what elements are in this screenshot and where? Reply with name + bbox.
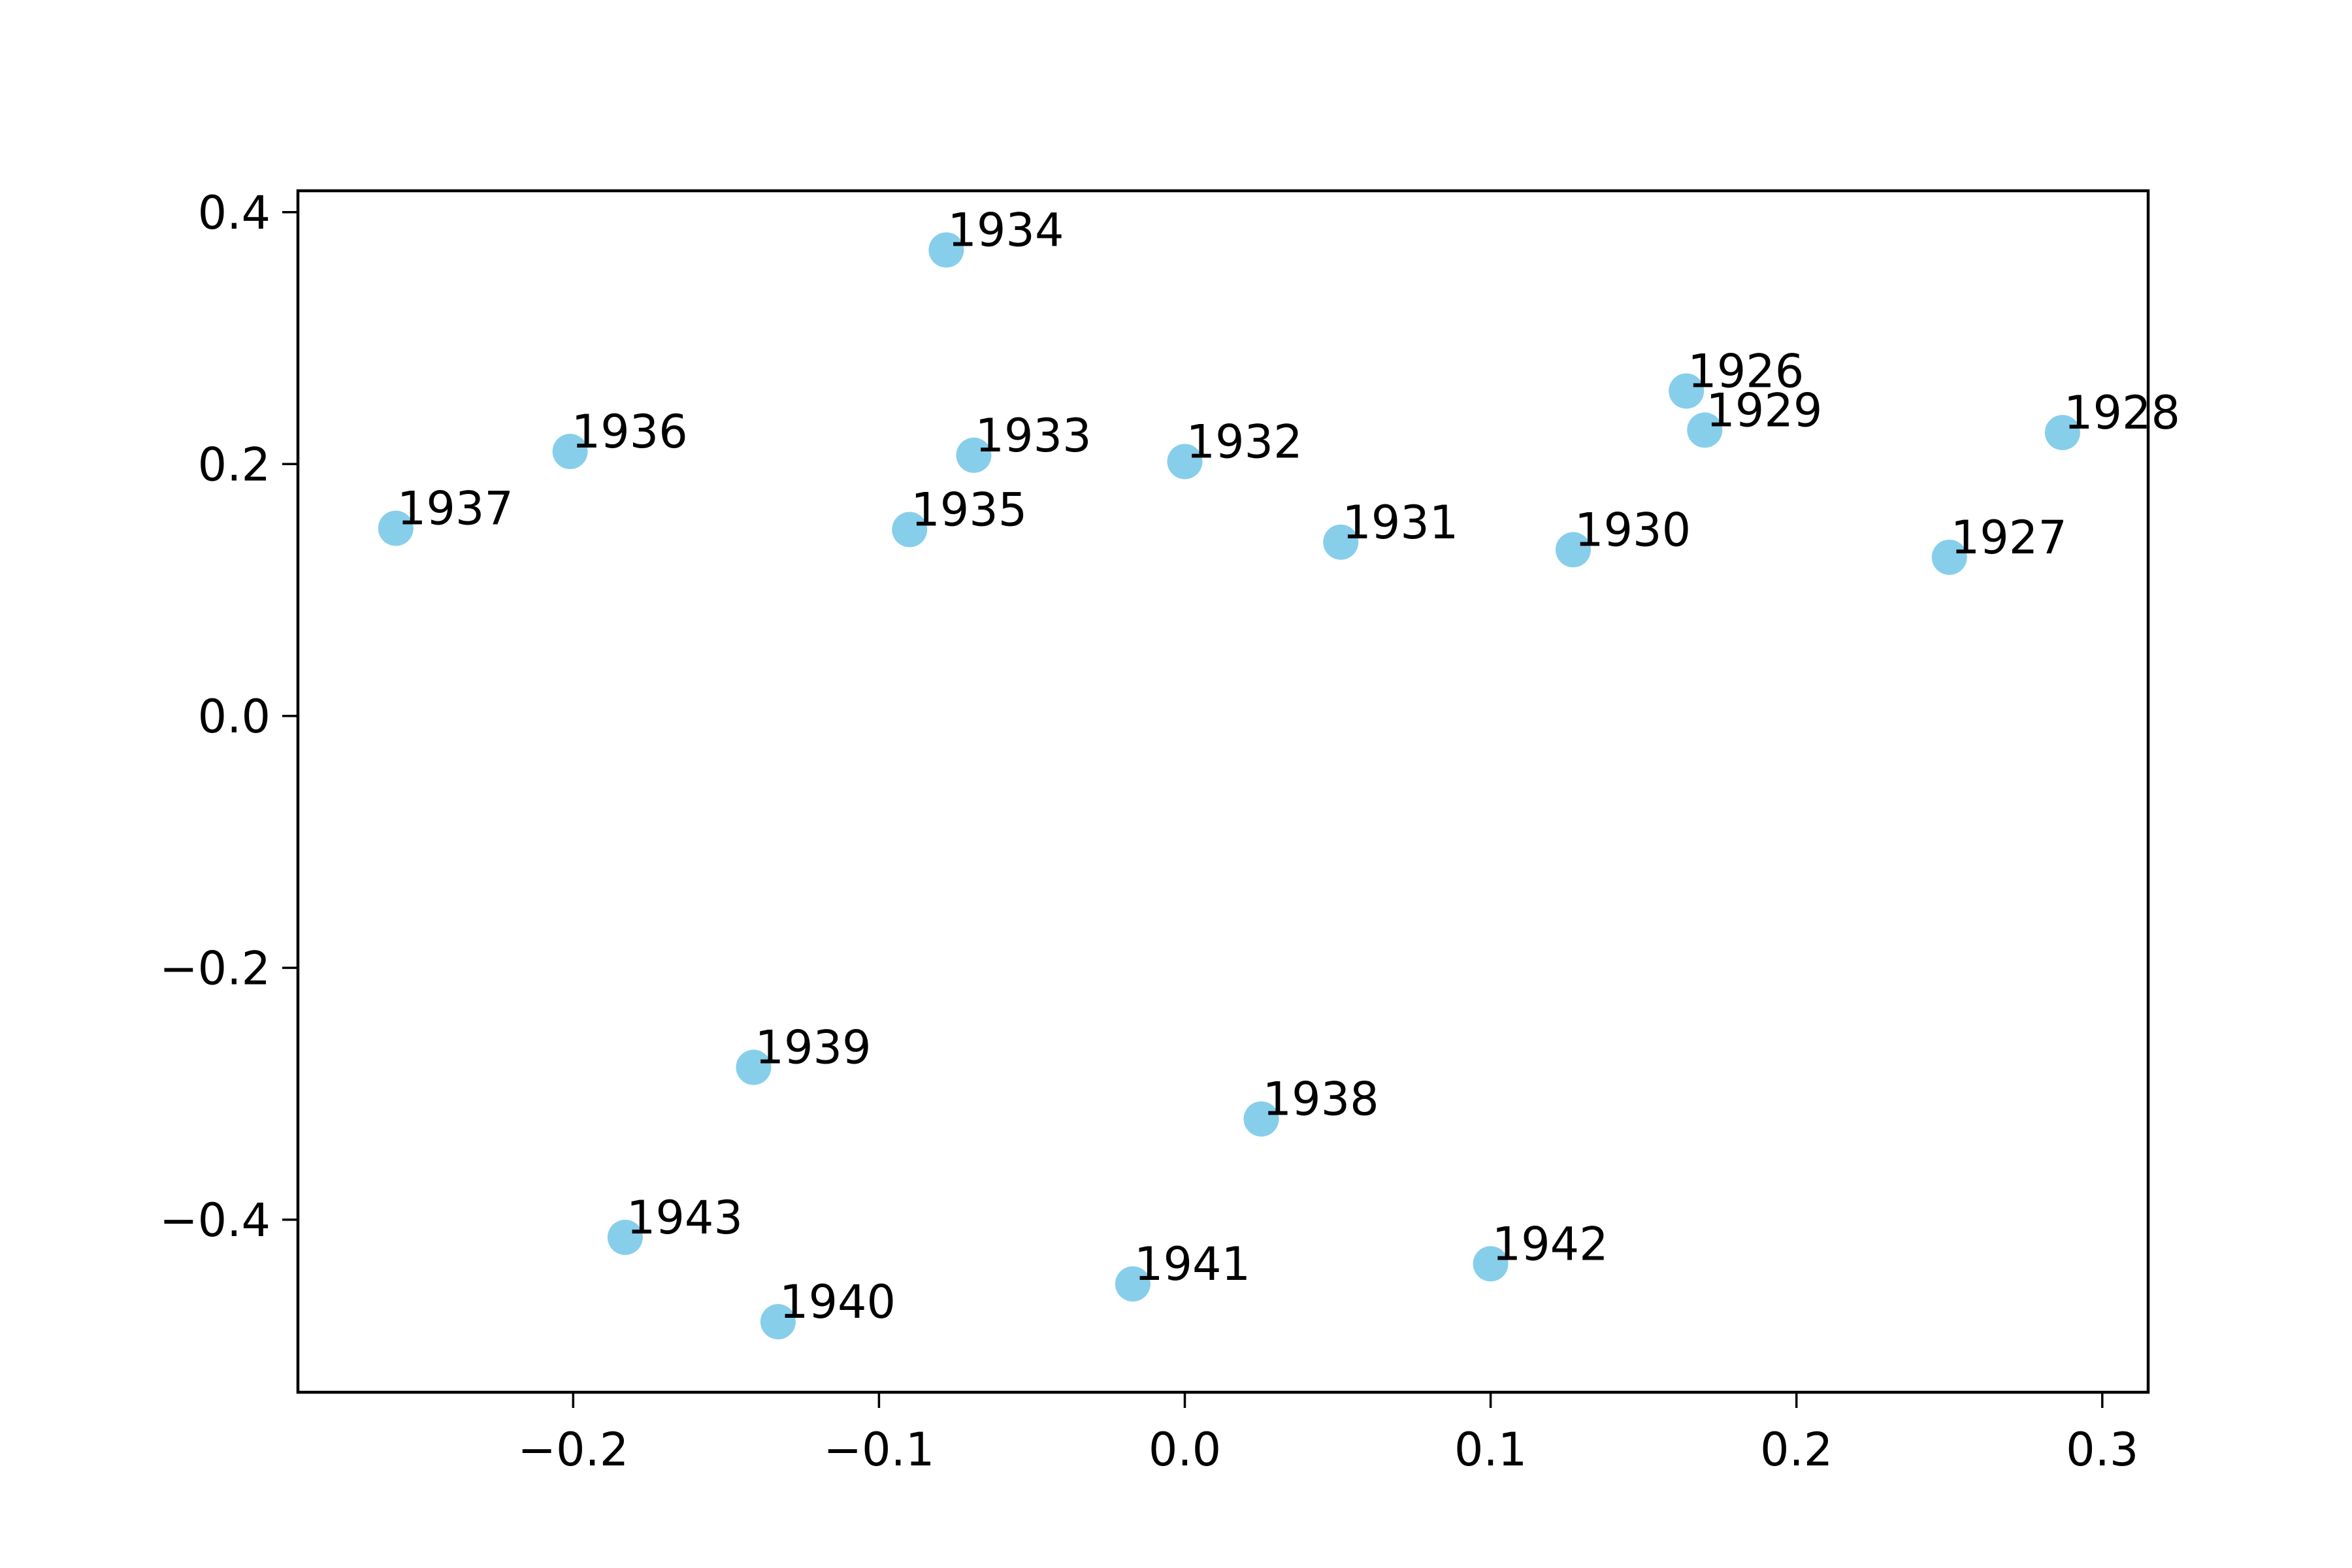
x-tick-label: 0.3 xyxy=(2066,1423,2138,1477)
data-point-1936 xyxy=(552,434,588,470)
point-label-1938: 1938 xyxy=(1263,1073,1379,1126)
y-tick-label: 0.4 xyxy=(198,186,270,240)
point-label-1932: 1932 xyxy=(1186,415,1302,468)
point-label-1933: 1933 xyxy=(975,409,1091,463)
data-point-1935 xyxy=(892,512,928,547)
x-axis: −0.2 −0.1 0.0 0.1 0.2 0.3 xyxy=(517,1392,2138,1477)
data-point-1941 xyxy=(1115,1266,1151,1302)
data-point-1943 xyxy=(607,1219,643,1255)
point-label-1935: 1935 xyxy=(911,483,1027,537)
point-label-1928: 1928 xyxy=(2064,386,2180,440)
data-point-1937 xyxy=(378,510,414,546)
point-label-1926: 1926 xyxy=(1688,345,1804,399)
data-point-1942 xyxy=(1473,1246,1509,1282)
point-label-1943: 1943 xyxy=(627,1191,743,1245)
data-point-1931 xyxy=(1323,524,1359,560)
point-label-1939: 1939 xyxy=(755,1021,871,1075)
x-tick-label: 0.1 xyxy=(1454,1423,1527,1477)
y-axis: 0.4 0.2 0.0 −0.2 −0.4 xyxy=(159,186,298,1247)
point-label-1927: 1927 xyxy=(1951,511,2067,564)
point-labels: 1926 1927 1928 1929 1930 1931 1932 1933 1934 1935… xyxy=(397,204,2180,1329)
data-point-1930 xyxy=(1555,532,1591,568)
data-point-1928 xyxy=(2044,415,2080,451)
point-label-1941: 1941 xyxy=(1134,1237,1250,1291)
data-point-1927 xyxy=(1931,539,1967,575)
y-tick-label: −0.4 xyxy=(159,1194,270,1247)
point-label-1934: 1934 xyxy=(947,204,1064,257)
data-point-1939 xyxy=(736,1049,772,1085)
data-point-1934 xyxy=(928,232,964,268)
point-label-1936: 1936 xyxy=(572,405,688,459)
point-label-1929: 1929 xyxy=(1706,384,1822,437)
point-label-1940: 1940 xyxy=(779,1275,896,1329)
x-tick-label: −0.2 xyxy=(517,1423,629,1477)
point-label-1930: 1930 xyxy=(1575,503,1691,557)
data-point-1926 xyxy=(1669,373,1705,409)
y-tick-label: −0.2 xyxy=(159,941,270,995)
data-point-1938 xyxy=(1243,1101,1279,1137)
x-tick-label: 0.2 xyxy=(1760,1423,1833,1477)
point-label-1931: 1931 xyxy=(1342,496,1458,549)
x-tick-label: 0.0 xyxy=(1149,1423,1221,1477)
data-points xyxy=(378,232,2080,1340)
plot-frame xyxy=(296,189,2150,1394)
data-point-1933 xyxy=(956,437,992,473)
data-point-1932 xyxy=(1167,444,1203,480)
point-label-1942: 1942 xyxy=(1492,1217,1609,1271)
data-point-1940 xyxy=(760,1304,796,1340)
y-tick-label: 0.2 xyxy=(198,438,270,491)
y-tick-label: 0.0 xyxy=(198,690,270,743)
x-tick-label: −0.1 xyxy=(823,1423,934,1477)
data-point-1929 xyxy=(1687,412,1723,448)
point-label-1937: 1937 xyxy=(397,482,514,536)
